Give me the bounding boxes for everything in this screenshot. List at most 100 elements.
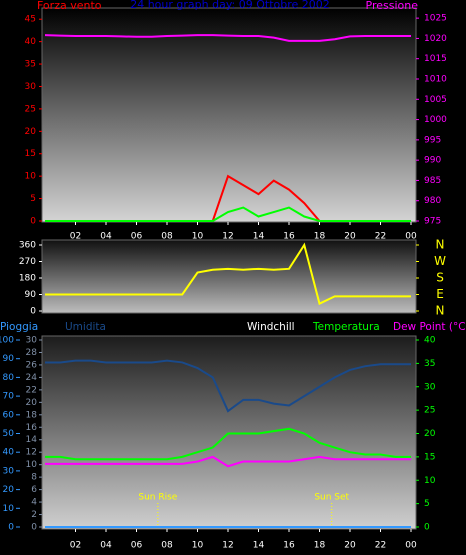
tick-label: 995 [424, 135, 441, 145]
x-tick-label: 20 [344, 232, 356, 242]
annotation: Sun Set [314, 493, 349, 503]
tick-label: 24 [26, 373, 38, 383]
tick-label: 985 [424, 176, 441, 186]
tick-label: 70 [3, 392, 15, 402]
tick-label: 20 [25, 127, 37, 137]
tick-label: 180 [19, 274, 36, 284]
tick-label: N [436, 238, 445, 252]
x-tick-label: 12 [222, 541, 233, 551]
series-line [45, 427, 411, 461]
x-tick-label: 06 [131, 541, 143, 551]
tick-label: 10 [26, 460, 38, 470]
tick-label: 90 [25, 290, 37, 300]
plot-area [41, 239, 417, 314]
x-tick-label: 02 [70, 232, 81, 242]
x-tick-label: 00 [405, 541, 417, 551]
tick-label: 360 [19, 241, 36, 251]
chart-title: 24 hour graph day: 09 Ottobre 2002 [130, 0, 330, 11]
tick-label: E [436, 287, 444, 301]
x-tick-label: 08 [161, 541, 173, 551]
plot-area [41, 7, 417, 223]
tick-label: W [434, 254, 446, 268]
tick-label: 28 [26, 348, 38, 358]
legend-entry: Temperatura [312, 321, 380, 333]
x-tick-label: 22 [375, 541, 386, 551]
tick-label: 975 [424, 217, 441, 227]
tick-label: 100 [0, 336, 14, 346]
tick-label: 990 [424, 156, 441, 166]
x-tick-label: 08 [161, 232, 173, 242]
tick-label: 0 [8, 523, 14, 533]
tick-label: 30 [25, 82, 37, 92]
tick-label: 40 [25, 37, 37, 47]
tick-label: 10 [25, 172, 37, 182]
x-tick-label: 16 [283, 541, 295, 551]
tick-label: 40 [3, 448, 15, 458]
tick-label: 30 [26, 336, 38, 346]
x-tick-label: 18 [314, 232, 326, 242]
series-line [45, 242, 411, 306]
y-axis-label: Forza vento [37, 0, 102, 12]
tick-label: 980 [424, 196, 441, 206]
x-tick-label: 06 [131, 232, 143, 242]
tick-label: 40 [424, 336, 436, 346]
legend-entry: Umidita [65, 321, 106, 333]
x-tick-label: 12 [222, 232, 233, 242]
x-tick-label: 04 [100, 232, 112, 242]
tick-label: 1010 [424, 75, 447, 85]
x-tick-label: 20 [344, 541, 356, 551]
tick-label: 26 [26, 360, 38, 370]
x-tick-label: 02 [70, 541, 81, 551]
tick-label: 0 [30, 217, 36, 227]
tick-label: 0 [424, 523, 430, 533]
tick-label: 10 [3, 504, 15, 514]
series-line [45, 359, 411, 413]
tick-label: 10 [424, 476, 436, 486]
tick-label: 0 [30, 307, 36, 317]
x-tick-label: 14 [253, 541, 265, 551]
annotation: Sun Rise [138, 493, 177, 503]
tick-label: 50 [3, 429, 15, 439]
tick-label: 20 [26, 398, 38, 408]
tick-label: 8 [31, 473, 37, 483]
tick-label: 30 [3, 466, 15, 476]
tick-label: 15 [25, 149, 36, 159]
tick-label: 60 [3, 410, 15, 420]
tick-label: 12 [26, 448, 37, 458]
tick-label: 20 [424, 429, 436, 439]
tick-label: 18 [26, 410, 38, 420]
tick-label: S [436, 271, 444, 285]
legend-entry: Dew Point (°C) [393, 321, 466, 333]
x-tick-label: 22 [375, 232, 386, 242]
tick-label: 25 [25, 104, 36, 114]
x-tick-label: 04 [100, 541, 112, 551]
x-tick-label: 14 [253, 232, 265, 242]
tick-label: 1020 [424, 34, 447, 44]
tick-label: 22 [26, 385, 37, 395]
tick-label: 6 [31, 485, 37, 495]
tick-label: 80 [3, 373, 15, 383]
tick-label: 1000 [424, 115, 447, 125]
series-line [44, 34, 411, 42]
tick-label: 20 [3, 485, 15, 495]
series-line [45, 206, 411, 222]
x-tick-label: 10 [192, 541, 204, 551]
tick-label: 1005 [424, 95, 447, 105]
x-tick-label: 18 [314, 541, 326, 551]
tick-label: 35 [25, 60, 36, 70]
tick-label: 5 [424, 499, 430, 509]
tick-label: 35 [424, 359, 435, 369]
tick-label: 2 [31, 510, 37, 520]
x-tick-label: 00 [405, 232, 417, 242]
tick-label: 1025 [424, 14, 447, 24]
tick-label: 15 [424, 452, 435, 462]
tick-label: 270 [19, 257, 36, 267]
legend-entry: Windchill [247, 321, 295, 333]
tick-label: 14 [26, 435, 38, 445]
tick-label: 1015 [424, 54, 447, 64]
tick-label: 25 [424, 406, 435, 416]
y2-axis-label: Pressione [366, 0, 419, 12]
x-tick-label: 16 [283, 232, 295, 242]
tick-label: 30 [424, 382, 436, 392]
